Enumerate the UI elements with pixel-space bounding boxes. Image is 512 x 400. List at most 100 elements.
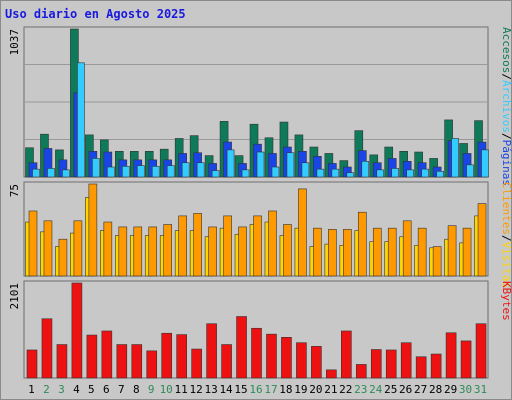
bar-kbytes	[445, 332, 457, 379]
bar-kbytes	[266, 333, 277, 379]
legend: Clientes/Visitas	[500, 182, 512, 288]
bar-clientes	[402, 220, 412, 277]
bar-kbytes	[86, 334, 98, 379]
legend-item: Clientes	[500, 182, 512, 235]
bar-kbytes	[221, 344, 232, 379]
bar-archivos	[346, 172, 355, 178]
bar-archivos	[256, 151, 265, 178]
bar-archivos	[271, 166, 280, 178]
bar-clientes	[387, 227, 397, 277]
bar-kbytes	[161, 332, 173, 379]
bar-clientes	[462, 227, 472, 277]
bar-kbytes	[355, 364, 367, 379]
bar-clientes	[343, 229, 352, 277]
bar-clientes	[477, 203, 487, 277]
bar-kbytes	[26, 349, 38, 379]
legend: Accesos/Archivos/Páginas	[500, 27, 512, 186]
x-tick-label: 21	[324, 383, 337, 396]
bar-archivos	[107, 166, 115, 178]
bar-archivos	[166, 165, 175, 178]
x-tick-label: 7	[118, 383, 125, 396]
bar-clientes	[28, 210, 38, 277]
bar-clientes	[223, 215, 232, 277]
x-tick-label: 12	[190, 383, 203, 396]
x-tick-label: 1	[28, 383, 35, 396]
x-tick-label: 26	[399, 383, 412, 396]
bar-clientes	[193, 213, 202, 277]
bar-kbytes	[370, 349, 382, 379]
bar-archivos	[241, 169, 250, 178]
bar-archivos	[77, 62, 85, 178]
bar-kbytes	[251, 327, 262, 379]
x-tick-label: 20	[309, 383, 322, 396]
bar-clientes	[372, 227, 382, 277]
x-tick-label: 4	[73, 383, 80, 396]
bar-archivos	[481, 149, 489, 178]
bar-kbytes	[296, 342, 307, 379]
chart-title: Uso diario en Agosto 2025	[5, 7, 186, 21]
bar-kbytes	[101, 330, 113, 379]
bar-archivos	[122, 165, 130, 178]
x-tick-label: 18	[279, 383, 292, 396]
bar-clientes	[417, 227, 427, 277]
x-tick-label: 30	[459, 383, 472, 396]
bar-clientes	[313, 227, 322, 277]
bar-kbytes	[400, 342, 412, 379]
bar-kbytes	[326, 369, 337, 379]
x-tick-label: 24	[369, 383, 383, 396]
legend-item: KBytes	[500, 281, 512, 321]
bar-clientes	[58, 238, 68, 277]
x-axis-labels: 1 2 3 4 5 6 7 8 9 10 11 12 13 14 15 16 17 18 19 20 21 22 23 24 2…	[28, 383, 487, 396]
legend-separator: /	[500, 235, 512, 242]
visits-panel: 75 Clientes/Visitas	[8, 181, 512, 288]
bar-clientes	[328, 229, 337, 277]
x-tick-label: 23	[354, 383, 367, 396]
bar-kbytes	[415, 356, 427, 379]
bar-archivos	[211, 170, 220, 178]
x-tick-label: 16	[249, 383, 262, 396]
bar-clientes	[163, 224, 173, 277]
x-tick-label: 3	[58, 383, 65, 396]
bar-archivos	[451, 138, 459, 178]
bar-clientes	[268, 210, 277, 277]
bar-kbytes	[191, 348, 202, 379]
x-tick-label: 10	[160, 383, 173, 396]
x-tick-label: 22	[339, 383, 352, 396]
bar-clientes	[73, 220, 83, 277]
bar-clientes	[148, 226, 158, 277]
x-tick-label: 14	[219, 383, 233, 396]
x-tick-label: 5	[88, 383, 95, 396]
bar-clientes	[432, 246, 442, 277]
bar-archivos	[391, 168, 400, 178]
bar-archivos	[92, 158, 100, 178]
legend-separator: /	[500, 133, 512, 140]
bar-archivos	[466, 164, 474, 178]
bar-kbytes	[236, 316, 247, 379]
bar-archivos	[406, 169, 414, 178]
y-max-label: 1037	[8, 29, 21, 56]
legend-item: Páginas	[500, 140, 512, 186]
bar-kbytes	[311, 346, 322, 379]
legend-item: Visitas	[500, 242, 512, 288]
bar-clientes	[88, 183, 98, 277]
bar-clientes	[357, 211, 367, 277]
bar-clientes	[283, 224, 292, 277]
bar-archivos	[62, 169, 70, 178]
bar-clientes	[133, 226, 143, 277]
x-tick-label: 13	[204, 383, 217, 396]
bar-kbytes	[56, 344, 68, 379]
legend-item: Archivos	[500, 80, 512, 133]
bar-kbytes	[116, 344, 128, 379]
bar-clientes	[238, 226, 247, 277]
bar-clientes	[118, 226, 128, 277]
legend: KBytes	[500, 281, 512, 321]
bar-kbytes	[131, 344, 143, 379]
bar-clientes	[103, 221, 113, 277]
bar-kbytes	[460, 340, 472, 379]
bar-archivos	[316, 168, 325, 178]
bar-archivos	[47, 168, 55, 178]
bar-kbytes	[71, 282, 83, 379]
bar-kbytes	[176, 334, 187, 379]
legend-separator: /	[500, 73, 512, 80]
